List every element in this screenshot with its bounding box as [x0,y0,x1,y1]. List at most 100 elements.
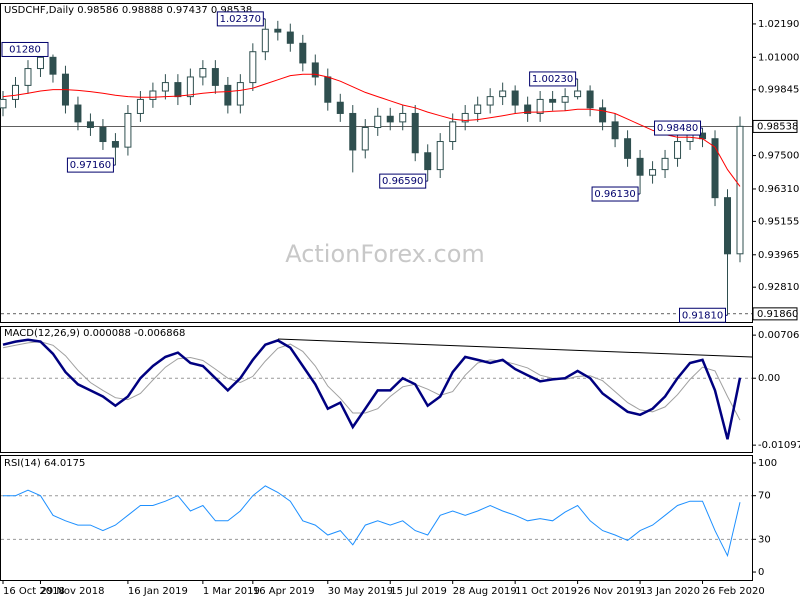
annotation-box [1,41,49,57]
macd-trendline [277,338,753,358]
candle-body [411,112,419,154]
annotation-box [679,307,727,323]
candle-body [474,104,482,114]
annotation-label: 1.00230 [532,74,573,85]
annotation-label: 0.96130 [594,189,635,200]
annotation-box [654,120,702,136]
candle-body [11,84,19,100]
candle-body [661,157,669,171]
candle-body [174,82,182,98]
annotation-box [591,186,639,202]
y-tick-label: 70 [758,491,771,502]
annotation-box [379,173,427,189]
moving-average [2,73,741,187]
y-tick-label: 0.00 [758,373,780,384]
x-tick-label: 26 Feb 2020 [703,586,765,597]
annotation-label: 01280 [9,44,41,55]
candle-body [124,112,132,148]
candle-body [274,28,282,33]
candle-body [386,115,394,123]
candle-body [461,112,469,123]
candle-body [299,42,307,64]
y-tick-label: 1.01000 [758,52,799,63]
candle-body [324,76,332,103]
candle-body [574,90,582,98]
candle-body [211,68,219,86]
x-tick-label: 26 Nov 2019 [578,586,642,597]
candle-body [349,112,357,151]
candle-body [449,121,457,143]
price-marker-box [752,307,798,321]
x-tick-label: 16 Apr 2019 [253,586,315,597]
candle-body [611,121,619,140]
candle-body [674,141,682,159]
candle-body [711,138,719,199]
x-tick-label: 30 May 2019 [328,586,393,597]
candle-body [486,96,494,106]
y-tick-label: 0.93965 [758,250,799,261]
annotation-box [216,11,264,27]
candle-body [261,28,269,53]
candle-body [186,76,194,98]
candle-body [549,98,557,103]
plot-layer: 1.02190 1.01000 0.99845 0.97500 0.96310 0.951… [0,18,800,597]
candle-body [24,68,32,86]
watermark: ActionForex.com [285,240,485,268]
candle-body [586,90,594,109]
annotation-label: 0.98480 [657,123,698,134]
candle-body [399,112,407,123]
candle-body [199,68,207,78]
candle-body [649,169,657,176]
macd-title: MACD(12,26,9) 0.000088 -0.006868 [4,328,185,339]
price-marker-box [752,119,798,133]
annotation-label: 1.02370 [220,14,261,25]
candle-body [99,126,107,143]
candle-body [36,56,44,70]
candle-body [511,90,519,106]
candle-body [74,104,82,123]
rsi-line [3,485,741,558]
candle-body [624,138,632,159]
candle-body [111,141,119,148]
candle-body [286,31,294,44]
x-tick-label: 11 Oct 2019 [515,586,577,597]
annotation-label: 0.91810 [682,310,723,321]
y-tick-label: 100 [758,458,777,469]
candle-body [499,90,507,98]
y-tick-label: 0.92810 [758,282,799,293]
candle-body [249,51,257,84]
candle-body [149,90,157,100]
candle-body [236,82,244,106]
rsi-panel [0,455,753,581]
candle-body [86,121,94,128]
chart-title: USDCHF,Daily 0.98586 0.98888 0.97437 0.9… [4,5,252,16]
y-tick-label: 0.99845 [758,85,799,96]
y-tick-label: 30 [758,534,771,545]
price-marker-label: 0.98538 [757,121,798,132]
candle-body [361,126,369,151]
candle-body [736,125,744,255]
candle-body [599,107,607,123]
candle-body [374,115,382,128]
x-tick-label: 16 Jan 2019 [128,586,188,597]
candle-body [536,98,544,114]
x-tick-label: 1 Mar 2019 [203,586,260,597]
x-tick-label: 28 Aug 2019 [453,586,517,597]
annotation-box [66,157,114,173]
x-tick-label: 16 Oct 2018 [3,586,65,597]
candle-body [561,96,569,103]
y-tick-label: 0.97500 [758,151,799,162]
candle-body [336,101,344,114]
y-tick-label: 1.02190 [758,19,799,30]
candle-body [311,62,319,78]
y-tick-label: -0.010975 [758,440,800,451]
x-tick-label: 13 Jan 2020 [640,586,700,597]
annotation-label: 0.96590 [382,176,423,187]
candle-body [161,82,169,92]
y-tick-label: 0.96310 [758,184,799,195]
rsi-title: RSI(14) 64.0175 [4,458,85,469]
candle-body [136,98,144,114]
price-marker-label: 0.91860 [757,309,798,320]
candle-body [424,152,432,171]
